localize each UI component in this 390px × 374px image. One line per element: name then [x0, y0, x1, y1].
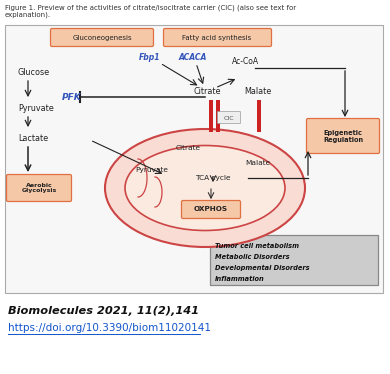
- Ellipse shape: [125, 145, 285, 230]
- Text: ACACA: ACACA: [179, 52, 207, 61]
- Text: Metabolic Disorders: Metabolic Disorders: [215, 254, 290, 260]
- Text: Aerobic
Glycolysis: Aerobic Glycolysis: [21, 183, 57, 193]
- Text: CIC: CIC: [224, 116, 234, 120]
- FancyBboxPatch shape: [7, 175, 71, 202]
- FancyBboxPatch shape: [181, 200, 241, 218]
- Ellipse shape: [105, 129, 305, 247]
- Text: Gluconeogenesis: Gluconeogenesis: [72, 35, 132, 41]
- Text: Epigenetic
Regulation: Epigenetic Regulation: [323, 129, 363, 142]
- Text: Tumor cell metabolism: Tumor cell metabolism: [215, 243, 299, 249]
- Text: Biomolecules 2021, 11(2),141: Biomolecules 2021, 11(2),141: [8, 306, 199, 316]
- Text: Citrate: Citrate: [193, 86, 221, 95]
- Text: Pyruvate: Pyruvate: [18, 104, 54, 113]
- Text: PFK: PFK: [62, 92, 82, 101]
- Text: Malate: Malate: [245, 160, 271, 166]
- Text: Lactate: Lactate: [18, 134, 48, 142]
- Text: Ac-CoA: Ac-CoA: [232, 56, 259, 65]
- Bar: [216, 100, 220, 132]
- FancyBboxPatch shape: [163, 28, 271, 46]
- Text: Citrate: Citrate: [176, 145, 200, 151]
- Text: OXPHOS: OXPHOS: [194, 206, 228, 212]
- Text: Fatty acid synthesis: Fatty acid synthesis: [183, 35, 252, 41]
- Text: TCA cycle: TCA cycle: [195, 175, 231, 181]
- FancyBboxPatch shape: [218, 111, 241, 123]
- Text: Figure 1. Preview of the activities of citrate/isocitrate carrier (CIC) (also se: Figure 1. Preview of the activities of c…: [5, 4, 296, 18]
- Text: https://doi.org/10.3390/biom11020141: https://doi.org/10.3390/biom11020141: [8, 323, 211, 333]
- Bar: [209, 100, 213, 132]
- Text: Glucose: Glucose: [18, 67, 50, 77]
- Text: Fbp1: Fbp1: [139, 52, 161, 61]
- Bar: [257, 100, 261, 132]
- Text: Developmental Disorders: Developmental Disorders: [215, 265, 310, 271]
- FancyBboxPatch shape: [50, 28, 154, 46]
- Text: Malate: Malate: [245, 86, 271, 95]
- FancyBboxPatch shape: [210, 235, 378, 285]
- FancyBboxPatch shape: [307, 119, 379, 153]
- Text: Inflammation: Inflammation: [215, 276, 265, 282]
- Text: Pyruvate: Pyruvate: [136, 167, 168, 173]
- FancyBboxPatch shape: [5, 25, 383, 293]
